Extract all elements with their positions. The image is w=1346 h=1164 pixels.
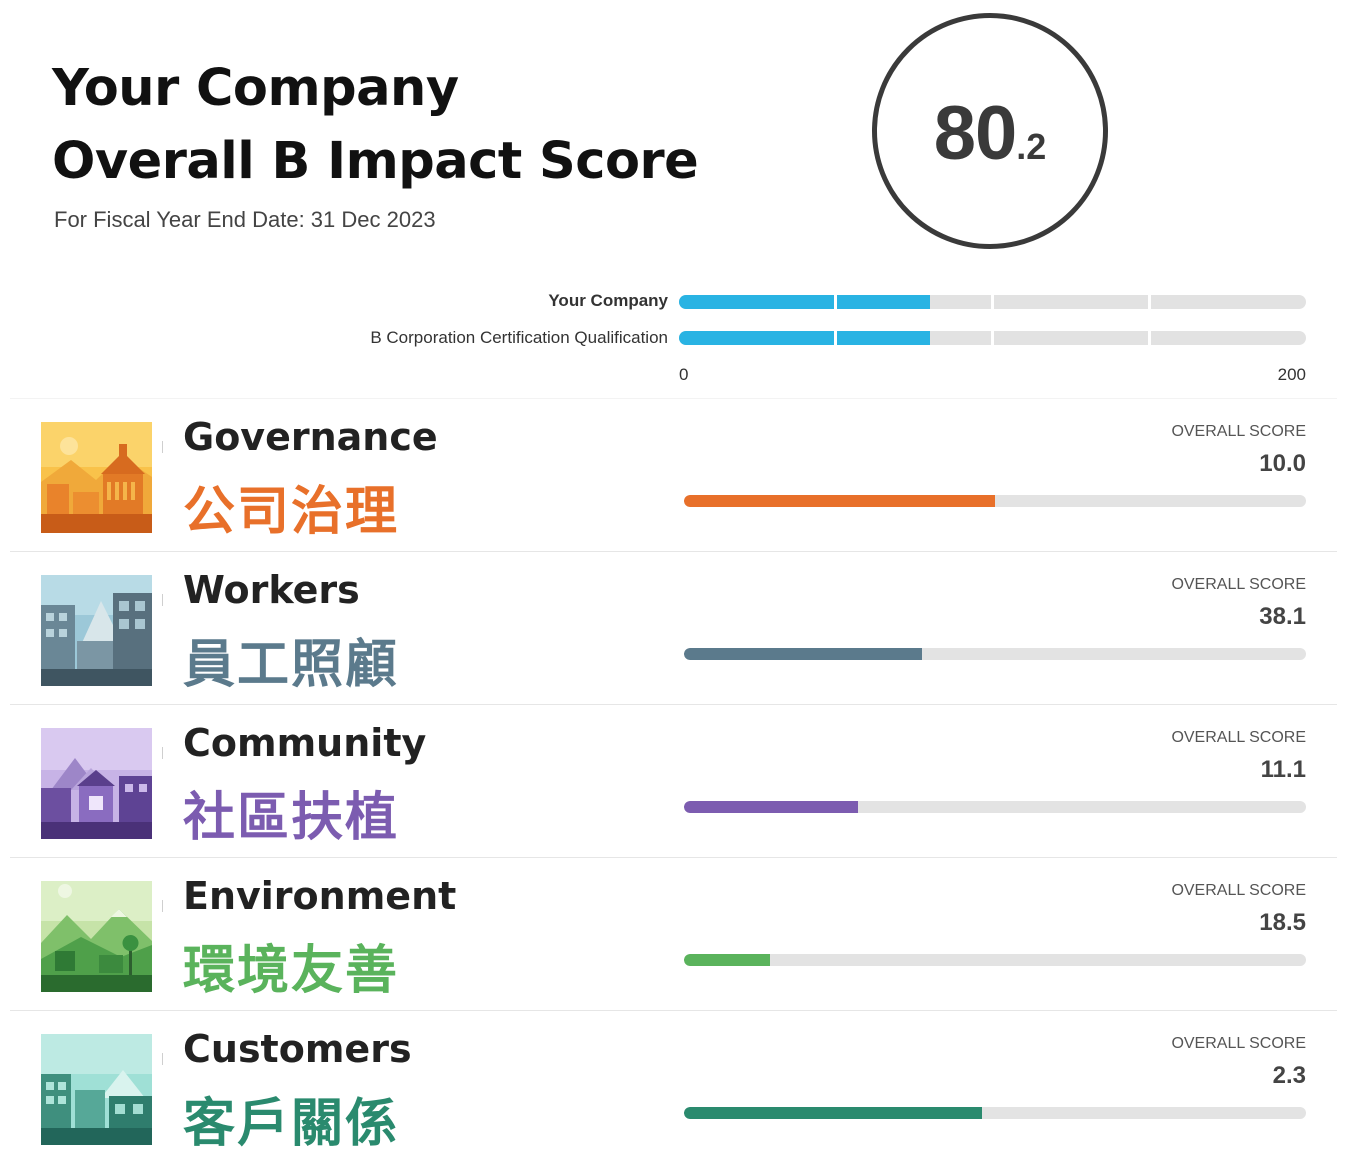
overall-score-label: OVERALL SCORE <box>1171 423 1306 440</box>
impact-score-fill <box>684 648 922 660</box>
impact-area-list: Governance 公司治理 OVERALL SCORE 10.0 <box>10 398 1337 1163</box>
comparison-divider <box>834 331 837 345</box>
fiscal-year-text: For Fiscal Year End Date: 31 Dec 2023 <box>54 207 436 232</box>
overall-score-number: 11.1 <box>1260 756 1306 783</box>
overall-score-number: 38.1 <box>1259 603 1306 630</box>
overall-score-decimal: .2 <box>1016 125 1047 167</box>
comparison-label-your-company: Your Company <box>548 291 668 310</box>
impact-row-workers: Workers 員工照顧 OVERALL SCORE 38.1 <box>10 551 1337 704</box>
page-title: Your Company Overall B Impact Score <box>52 52 699 198</box>
impact-row-governance: Governance 公司治理 OVERALL SCORE 10.0 <box>10 398 1337 551</box>
comparison-divider <box>991 331 994 345</box>
impact-name-en: Customers <box>183 1027 412 1071</box>
impact-score-track <box>684 648 1306 660</box>
overall-score-number: 2.3 <box>1272 1062 1306 1089</box>
overall-score-number: 10.0 <box>1259 450 1306 477</box>
title-line-2: Overall B Impact Score <box>52 132 699 191</box>
impact-score-track <box>684 495 1306 507</box>
comparison-label-bcorp: B Corporation Certification Qualificatio… <box>370 328 668 347</box>
comparison-divider <box>1148 331 1151 345</box>
comparison-divider <box>991 295 994 309</box>
impact-name-en: Governance <box>183 415 438 459</box>
overall-score-label: OVERALL SCORE <box>1171 576 1306 593</box>
comparison-track-your-company <box>679 295 1306 309</box>
comparison-fill-bcorp <box>679 331 930 345</box>
row-divider-tick <box>162 900 163 912</box>
comparison-track-bcorp <box>679 331 1306 345</box>
impact-row-environment: Environment 環境友善 OVERALL SCORE 18.5 <box>10 857 1337 1010</box>
overall-score-value: 80.2 <box>934 90 1047 177</box>
impact-row-community: Community 社區扶植 OVERALL SCORE 11.1 <box>10 704 1337 857</box>
title-line-1: Your Company <box>52 59 459 118</box>
impact-score-track <box>684 1107 1306 1119</box>
impact-row-customers: Customers 客戶關係 OVERALL SCORE 2.3 <box>10 1010 1337 1163</box>
axis-max-label: 200 <box>1277 365 1306 384</box>
customers-illustration <box>41 1034 152 1145</box>
impact-score-fill <box>684 801 858 813</box>
overall-score-label: OVERALL SCORE <box>1171 729 1306 746</box>
row-divider-tick <box>162 441 163 453</box>
impact-score-fill <box>684 495 995 507</box>
overall-score-label: OVERALL SCORE <box>1171 1035 1306 1052</box>
impact-score-fill <box>684 1107 982 1119</box>
impact-score-track <box>684 954 1306 966</box>
impact-score-track <box>684 801 1306 813</box>
impact-score-fill <box>684 954 770 966</box>
overall-score-integer: 80 <box>933 90 1018 176</box>
comparison-divider <box>1148 295 1151 309</box>
workers-illustration <box>41 575 152 686</box>
row-divider-tick <box>162 594 163 606</box>
overall-score-number: 18.5 <box>1259 909 1306 936</box>
impact-name-zh: 環境友善 <box>183 941 400 1001</box>
overall-score-label: OVERALL SCORE <box>1171 882 1306 899</box>
impact-name-zh: 員工照顧 <box>183 635 400 695</box>
comparison-divider <box>834 295 837 309</box>
impact-name-en: Community <box>183 721 427 765</box>
impact-name-zh: 客戶關係 <box>183 1094 400 1154</box>
overall-score-circle: 80.2 <box>872 13 1108 249</box>
impact-name-en: Workers <box>183 568 360 612</box>
impact-name-zh: 公司治理 <box>183 482 400 542</box>
comparison-fill-your-company <box>679 295 931 309</box>
impact-name-zh: 社區扶植 <box>183 788 400 848</box>
impact-name-en: Environment <box>183 874 457 918</box>
axis-min-label: 0 <box>679 365 689 384</box>
environment-illustration <box>41 881 152 992</box>
row-divider-tick <box>162 1053 163 1065</box>
community-illustration <box>41 728 152 839</box>
row-divider-tick <box>162 747 163 759</box>
governance-illustration <box>41 422 152 533</box>
